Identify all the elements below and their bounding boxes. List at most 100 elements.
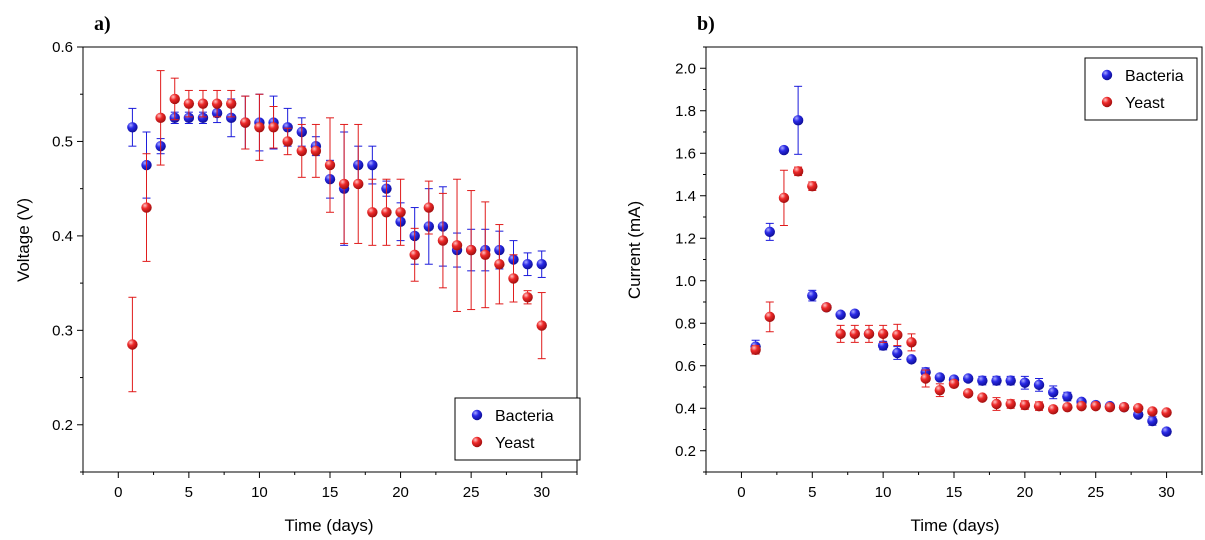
data-point [282, 122, 293, 133]
data-point [906, 337, 917, 348]
data-point [835, 328, 846, 340]
data-point [877, 328, 889, 340]
data-point [821, 302, 832, 313]
y-tick-label: 2.0 [675, 60, 696, 77]
data-point [268, 122, 279, 133]
data-point [778, 192, 790, 204]
data-point [1161, 407, 1172, 418]
data-point [807, 290, 818, 301]
data-point [1147, 415, 1158, 427]
data-point [254, 122, 265, 133]
y-tick-label: 0.6 [675, 358, 696, 375]
data-point [948, 378, 960, 390]
x-tick-label: 30 [1158, 484, 1175, 501]
data-point [324, 159, 336, 171]
data-point [310, 145, 322, 157]
data-point [1033, 379, 1045, 391]
data-point [197, 98, 209, 109]
current-chart-panel: b) 0 5 10 15 20 25 30 0.2 0.4 0.6 0.8 1.0 1.2 1.4 1.6 1… [625, 13, 1203, 535]
data-point [1133, 403, 1144, 414]
legend-marker [1101, 69, 1113, 81]
data-point [934, 372, 946, 383]
data-point [1019, 399, 1031, 411]
data-point [807, 180, 818, 192]
x-tick-label: 0 [114, 484, 122, 501]
data-point [1005, 398, 1016, 410]
voltage-plot-area: 0 5 10 15 20 25 30 0.2 0.3 0.4 0.5 0.6 Bacteria Yeast [52, 39, 581, 501]
data-point [141, 202, 152, 213]
x-tick-label: 25 [463, 484, 480, 501]
data-point [977, 392, 988, 403]
data-point [849, 308, 860, 319]
data-point [226, 98, 237, 109]
y-tick-label: 0.8 [675, 315, 696, 332]
data-point [522, 292, 533, 303]
data-point [353, 178, 364, 190]
data-point [183, 112, 195, 124]
legend-label: Bacteria [1125, 68, 1184, 85]
legend-marker [1101, 96, 1113, 108]
legend: Bacteria Yeast [1084, 57, 1198, 121]
data-point [764, 226, 775, 238]
voltage-x-axis-title: Time (days) [284, 516, 373, 535]
current-x-axis-title: Time (days) [910, 516, 999, 535]
x-tick-label: 15 [322, 484, 339, 501]
data-point [906, 354, 917, 365]
x-tick-label: 20 [1017, 484, 1034, 501]
data-point [778, 144, 790, 156]
voltage-chart-panel: a) 0 5 10 15 20 25 30 0.2 0.3 0.4 0.5 0.6 Bacteria Ye… [14, 13, 581, 535]
data-point [395, 207, 406, 218]
data-point [792, 166, 804, 177]
panel-label-b: b) [697, 13, 715, 35]
data-point [1161, 426, 1172, 437]
data-point [1033, 400, 1045, 412]
data-point [282, 136, 293, 147]
data-point [962, 388, 974, 399]
legend-box [454, 397, 581, 461]
data-point [962, 373, 974, 384]
data-point [877, 340, 889, 351]
x-tick-label: 30 [533, 484, 550, 501]
x-tick-label: 10 [251, 484, 268, 501]
y-tick-label: 0.4 [675, 400, 696, 417]
data-point [240, 117, 251, 128]
data-point [892, 329, 903, 341]
legend: Bacteria Yeast [454, 397, 581, 461]
data-point [127, 339, 138, 350]
x-tick-label: 25 [1087, 484, 1104, 501]
data-point [437, 235, 449, 246]
data-point [211, 98, 223, 109]
data-point [764, 311, 775, 323]
data-point [367, 207, 378, 218]
y-tick-label: 1.8 [675, 103, 696, 120]
y-tick-label: 0.2 [52, 417, 73, 434]
y-tick-label: 0.6 [52, 39, 73, 56]
x-tick-label: 0 [737, 484, 745, 501]
x-tick-label: 20 [392, 484, 409, 501]
data-point [1019, 377, 1031, 388]
y-tick-label: 0.3 [52, 322, 73, 339]
data-point [1048, 404, 1059, 415]
data-point [155, 112, 166, 124]
data-point [920, 373, 931, 384]
x-tick-label: 10 [875, 484, 892, 501]
data-point [835, 309, 846, 320]
y-tick-label: 0.5 [52, 133, 73, 150]
data-point [792, 115, 804, 126]
data-point [1147, 406, 1158, 417]
data-point [480, 249, 491, 260]
y-tick-label: 1.0 [675, 273, 696, 290]
data-point [169, 93, 180, 105]
legend-box [1084, 57, 1198, 121]
data-point [536, 320, 547, 331]
x-tick-label: 15 [946, 484, 963, 501]
data-point [522, 259, 533, 270]
y-tick-label: 1.4 [675, 188, 696, 205]
voltage-y-axis-title: Voltage (V) [14, 198, 33, 282]
data-point [1090, 400, 1101, 412]
legend-label: Bacteria [495, 408, 554, 425]
data-point [1104, 401, 1116, 413]
current-plot-area: 0 5 10 15 20 25 30 0.2 0.4 0.6 0.8 1.0 1.2 1.4 1.6 1.8 2… [675, 46, 1203, 501]
current-y-axis-title: Current (mA) [625, 201, 644, 299]
